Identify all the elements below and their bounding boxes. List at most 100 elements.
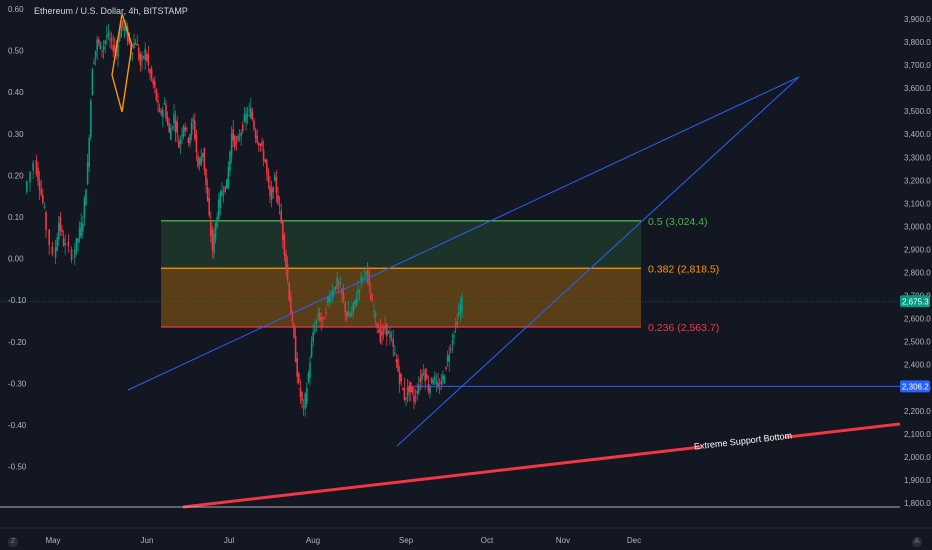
candle-body (43, 207, 46, 209)
candle-body (85, 189, 87, 206)
candle-body (318, 312, 321, 320)
candle-body (90, 100, 92, 138)
candle-body (430, 378, 433, 383)
candle-body (104, 40, 106, 45)
extreme-support-text: Extreme Support Bottom (693, 430, 792, 451)
candle-body (296, 357, 298, 377)
candle-body (146, 53, 148, 61)
candle-body (306, 388, 308, 404)
fib-zone-0.382-0.236 (161, 268, 641, 327)
candle-body (355, 298, 358, 306)
candle-body (83, 197, 86, 218)
candle-body (235, 141, 238, 143)
candle-body (122, 20, 124, 28)
candle-body (362, 278, 364, 280)
x-axis-tick: May (45, 536, 60, 545)
candle-body (168, 123, 170, 133)
candle-body (283, 234, 286, 256)
candle-body (258, 143, 260, 146)
candle-body (346, 312, 348, 319)
candle-body (286, 264, 289, 281)
candle-body (96, 39, 98, 51)
tradingview-logo-icon[interactable]: Z (8, 537, 18, 547)
lower-trendline (396, 76, 800, 447)
fib-level-label: 0.382 (2,818.5) (648, 263, 719, 275)
left-axis-tick: 0.60 (8, 5, 24, 14)
candle-body (150, 68, 153, 79)
candle-body (458, 311, 460, 316)
candle-body (187, 138, 190, 143)
candle-body (291, 314, 294, 322)
left-axis-tick: -0.30 (8, 379, 27, 388)
right-axis-tick: 2,400.0 (904, 361, 931, 370)
candle-body (101, 50, 103, 52)
candle-body (264, 159, 266, 163)
candle-body (250, 107, 252, 118)
left-axis-tick: 0.10 (8, 213, 24, 222)
candle-body (163, 102, 166, 105)
candle-body (181, 134, 183, 137)
candle-body (403, 387, 406, 400)
left-axis-tick: 0.20 (8, 171, 24, 180)
candle-body (110, 38, 113, 41)
candle-body (133, 42, 135, 48)
candle-body (414, 396, 417, 398)
candle-body (123, 27, 126, 32)
candle-body (70, 249, 73, 260)
candle-body (339, 285, 342, 287)
candle-body (29, 171, 31, 183)
candle-body (139, 53, 142, 66)
candle-body (106, 35, 108, 38)
candle-body (454, 323, 457, 326)
extreme-support-label: Extreme Support Bottom (693, 429, 793, 452)
right-axis-tick: 2,200.0 (904, 407, 931, 416)
candle-body (290, 296, 292, 314)
candle-body (326, 297, 329, 303)
candle-body (366, 268, 369, 275)
right-axis-tick: 3,200.0 (904, 176, 931, 185)
candle-body (424, 369, 426, 382)
candle-body (248, 109, 250, 111)
candle-body (131, 52, 134, 54)
candle-body (322, 317, 324, 319)
candle-body (218, 199, 220, 219)
candle-body (376, 323, 378, 328)
right-axis-tick: 2,600.0 (904, 315, 931, 324)
candle-body (222, 193, 225, 195)
candle-body (334, 286, 337, 289)
candle-body (86, 162, 89, 184)
candle-body (205, 168, 207, 186)
left-axis-tick: -0.50 (8, 463, 27, 472)
candle-body (331, 290, 334, 298)
candle-body (208, 198, 210, 216)
candle-body (419, 378, 422, 383)
candle-body (379, 326, 382, 343)
candle-body (274, 174, 276, 181)
price-tag-label: 2,675.3 (902, 297, 929, 306)
candle-body (325, 312, 327, 314)
candle-body (406, 387, 409, 397)
drawing-lines[interactable]: Extreme Support Bottom (0, 13, 901, 509)
candle-body (272, 187, 274, 193)
extreme-support-line (182, 422, 901, 509)
candle-body (309, 362, 311, 379)
candle-body (363, 270, 366, 272)
right-axis-tick: 1,800.0 (904, 499, 931, 508)
candle-body (360, 275, 362, 281)
axes: 3,900.0 3,800.0 3,700.0 3,600.0 3,500.0 3,400… (0, 5, 932, 545)
candle-body (112, 45, 114, 52)
candle-body (154, 81, 156, 88)
candle-body (42, 195, 44, 203)
candle-body (224, 186, 226, 193)
candle-body (402, 388, 404, 390)
fibonacci-retracement[interactable]: 0.5 (3,024.4) 0.382 (2,818.5) 0.236 (2,563… (161, 216, 719, 334)
candle-body (214, 223, 217, 239)
candle-body (429, 385, 431, 394)
auto-scale-icon[interactable]: A (912, 537, 922, 547)
candle-body (285, 253, 287, 268)
candle-body (299, 387, 302, 397)
candle-body (210, 221, 212, 236)
right-axis-tick: 2,000.0 (904, 453, 931, 462)
candle-body (270, 188, 273, 200)
